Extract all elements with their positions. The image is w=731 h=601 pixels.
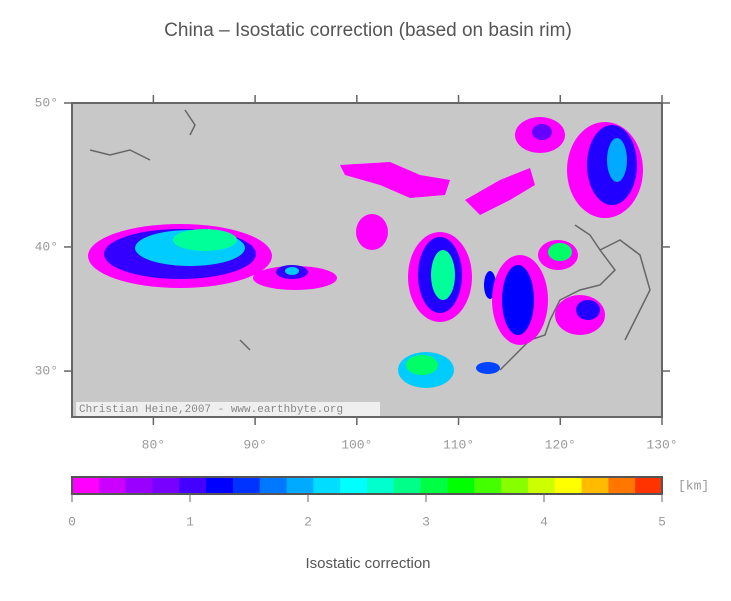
colorbar-segment [474,477,502,494]
lat-tick-label: 30° [35,363,58,378]
colorbar-tick-label: 1 [186,514,194,529]
colorbar-tick-label: 5 [658,514,666,529]
colorbar-segment [420,477,448,494]
title: China – Isostatic correction (based on b… [164,20,572,41]
colorbar-segment [179,477,207,494]
credit: Christian Heine,2007 - www.earthbyte.org [79,404,343,416]
colorbar-segment [581,477,609,494]
lat-tick-label: 50° [35,95,58,110]
colorbar-segment [206,477,234,494]
colorbar-tick-label: 0 [68,514,76,529]
colorbar-segment [313,477,341,494]
credit-box [76,402,380,416]
lon-tick-label: 130° [646,437,677,452]
colorbar-tick-label: 2 [304,514,312,529]
colorbar-segment [501,477,529,494]
colorbar-unit: [km] [678,478,709,493]
colorbar-segment [608,477,636,494]
colorbar-frame [71,476,663,495]
colorbar-segment [527,477,556,494]
colorbar-segment [635,477,663,494]
colorbar-segment [393,477,422,494]
lon-tick-label: 100° [341,437,372,452]
colorbar-segment [554,477,583,494]
lon-tick-label: 110° [443,437,474,452]
colorbar-segment [286,477,314,494]
lon-tick-label: 90° [243,437,266,452]
colorbar-segment [125,477,153,494]
lon-tick-label: 80° [142,437,165,452]
colorbar-label: Isostatic correction [305,555,430,572]
lon-tick-label: 120° [545,437,576,452]
colorbar-segment [232,477,261,494]
map-frame [71,102,663,418]
colorbar-segment [447,477,475,494]
colorbar-tick-label: 3 [422,514,430,529]
colorbar-segment [72,477,100,494]
colorbar-segment [259,477,288,494]
colorbar-segment [98,477,127,494]
colorbar-segment [152,477,180,494]
colorbar-tick-label: 4 [540,514,548,529]
colorbar-segment [340,477,368,494]
lat-tick-label: 40° [35,239,58,254]
colorbar-segment [367,477,395,494]
anomaly-areas [88,117,643,388]
